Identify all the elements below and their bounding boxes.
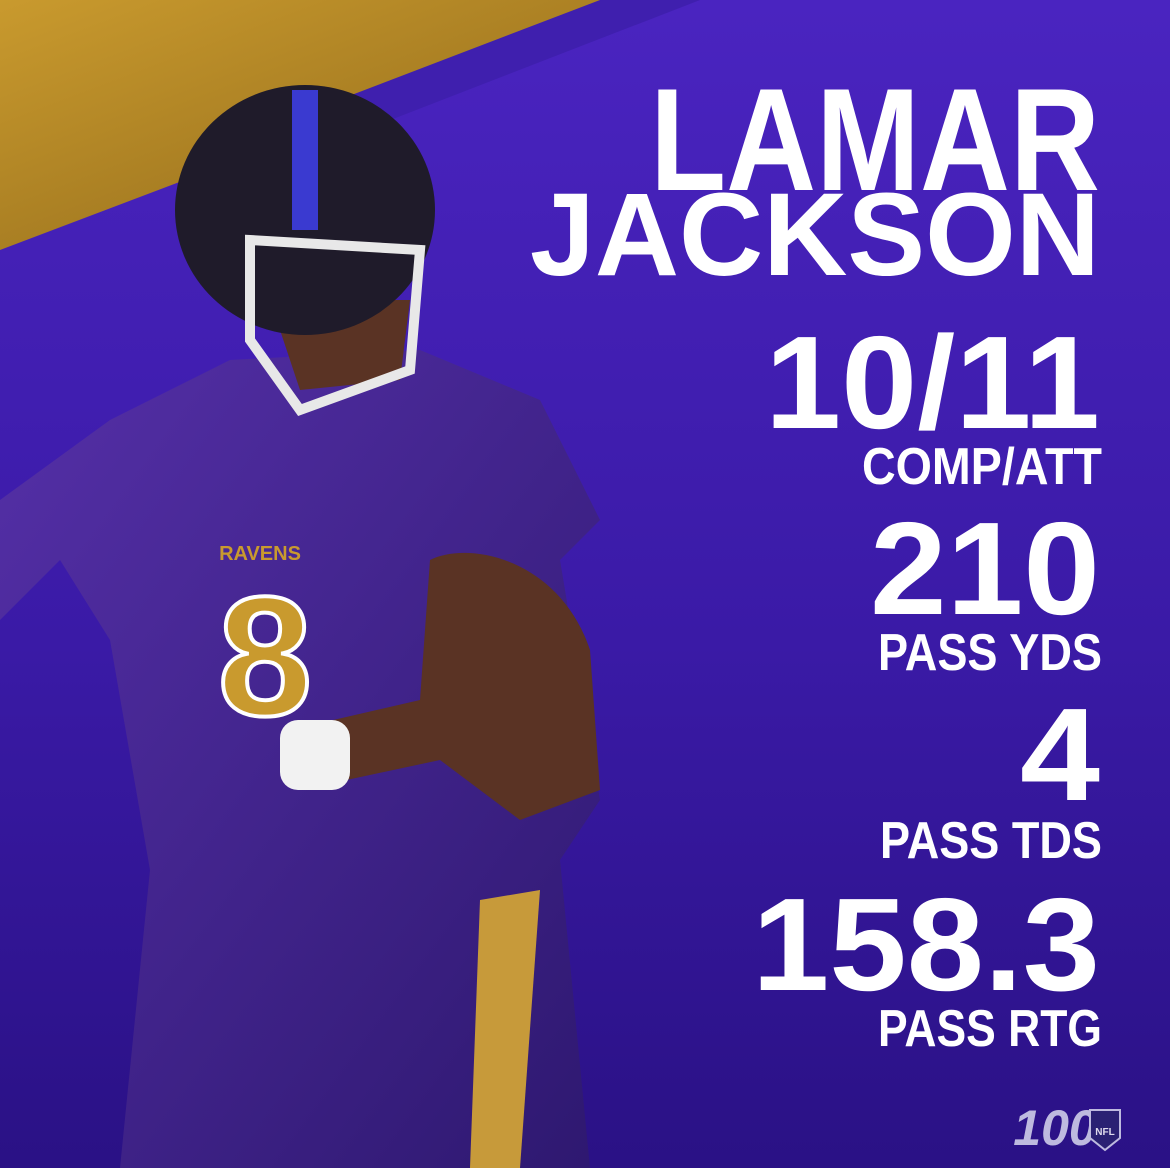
player-figure: RAVENS 8 [0, 85, 600, 1168]
stat-label: PASS TDS [880, 812, 1102, 870]
arm [290, 552, 600, 820]
facemask [245, 234, 426, 416]
stat-label: PASS YDS [878, 624, 1102, 682]
logo-shield [1089, 1109, 1121, 1152]
jersey-team: RAVENS [219, 543, 301, 565]
first-name: LAMAR [650, 58, 1100, 221]
stat-value: 210 [870, 495, 1100, 642]
stat-value: 4 [1020, 681, 1100, 828]
logo-number: 100 [1013, 1100, 1097, 1156]
last-name: JACKSON [530, 169, 1100, 301]
stat-label: COMP/ATT [862, 438, 1102, 496]
stat-label: PASS RTG [878, 1000, 1102, 1058]
league-logo: 100 NFL [1013, 1100, 1121, 1156]
jersey-number: 8 [218, 562, 313, 752]
logo-league: NFL [1095, 1127, 1114, 1138]
pant-stripe [470, 890, 540, 1168]
stat-value: 10/11 [765, 309, 1100, 456]
wristband [280, 720, 350, 790]
stat-value: 158.3 [752, 871, 1100, 1018]
helmet-stripe [292, 90, 318, 230]
